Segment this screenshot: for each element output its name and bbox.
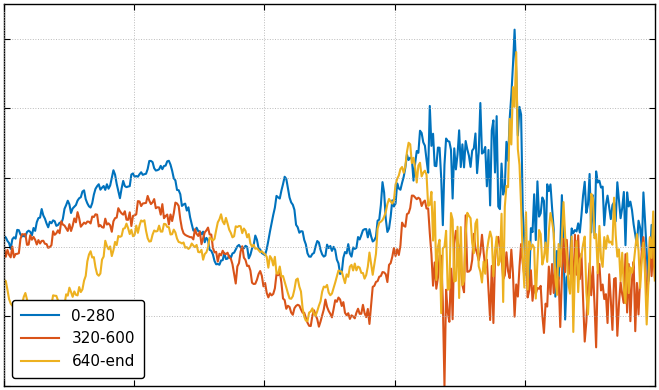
640-end <box>0 278 8 282</box>
640-end <box>651 278 659 283</box>
320-600 <box>476 250 484 255</box>
640-end <box>258 249 266 254</box>
0-280 <box>561 317 569 322</box>
0-280 <box>0 234 8 239</box>
0-280 <box>473 171 481 176</box>
320-600 <box>212 250 220 254</box>
0-280 <box>78 189 86 194</box>
320-600 <box>651 275 659 280</box>
640-end <box>409 156 417 160</box>
0-280 <box>470 146 478 151</box>
0-280 <box>212 262 220 267</box>
Legend: 0-280, 320-600, 640-end: 0-280, 320-600, 640-end <box>12 300 144 378</box>
320-600 <box>408 193 416 198</box>
320-600 <box>440 383 448 388</box>
320-600 <box>78 222 86 227</box>
0-280 <box>651 257 659 262</box>
640-end <box>212 228 220 232</box>
640-end <box>512 50 520 55</box>
640-end <box>470 251 478 255</box>
320-600 <box>0 246 8 251</box>
Line: 0-280: 0-280 <box>4 30 655 319</box>
320-600 <box>258 273 266 278</box>
Line: 320-600: 320-600 <box>4 196 655 386</box>
640-end <box>78 287 86 292</box>
320-600 <box>411 195 419 200</box>
640-end <box>473 217 481 222</box>
0-280 <box>511 27 519 32</box>
320-600 <box>473 251 481 256</box>
640-end <box>569 330 577 334</box>
0-280 <box>258 251 266 255</box>
Line: 640-end: 640-end <box>4 52 655 332</box>
0-280 <box>409 178 417 183</box>
